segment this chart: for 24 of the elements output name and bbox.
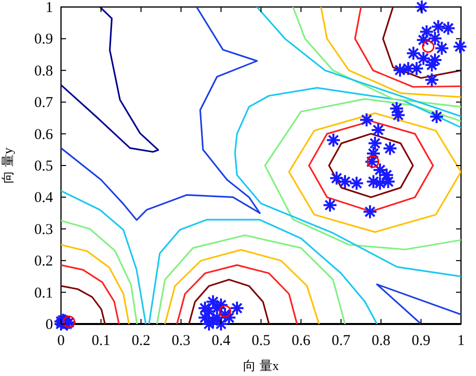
x-tick-label: 0.7 xyxy=(332,333,351,349)
y-tick-label: 0.3 xyxy=(34,222,53,238)
x-tick-label: 0.3 xyxy=(172,333,190,349)
y-tick-label: 0.9 xyxy=(34,32,53,48)
x-tick-label: 0.1 xyxy=(92,333,110,349)
y-tick-label: 0.2 xyxy=(34,254,53,270)
x-tick-label: 0.5 xyxy=(252,333,270,349)
y-tick-label: 0.7 xyxy=(34,95,54,112)
y-tick-label: 0.6 xyxy=(34,126,54,143)
x-tick-label: 0.2 xyxy=(132,333,150,349)
x-tick-label: 0.8 xyxy=(372,333,390,349)
x-tick-label: 0 xyxy=(57,333,65,349)
x-tick-label: 0.4 xyxy=(212,333,231,349)
y-axis-title: 向 量y xyxy=(0,147,15,184)
y-tick-label: 0.8 xyxy=(34,63,53,80)
x-tick-label: 0.6 xyxy=(292,333,311,349)
x-tick-label: 1 xyxy=(457,333,465,349)
y-tick-label: 0.5 xyxy=(34,158,53,174)
y-tick-label: 0.1 xyxy=(34,285,53,302)
y-tick-label: 0.4 xyxy=(34,190,54,206)
x-tick-label: 0.9 xyxy=(412,333,430,349)
y-tick-label: 1 xyxy=(46,0,53,16)
y-tick-label: 0 xyxy=(46,317,53,333)
x-axis-title: 向 量x xyxy=(243,358,280,373)
